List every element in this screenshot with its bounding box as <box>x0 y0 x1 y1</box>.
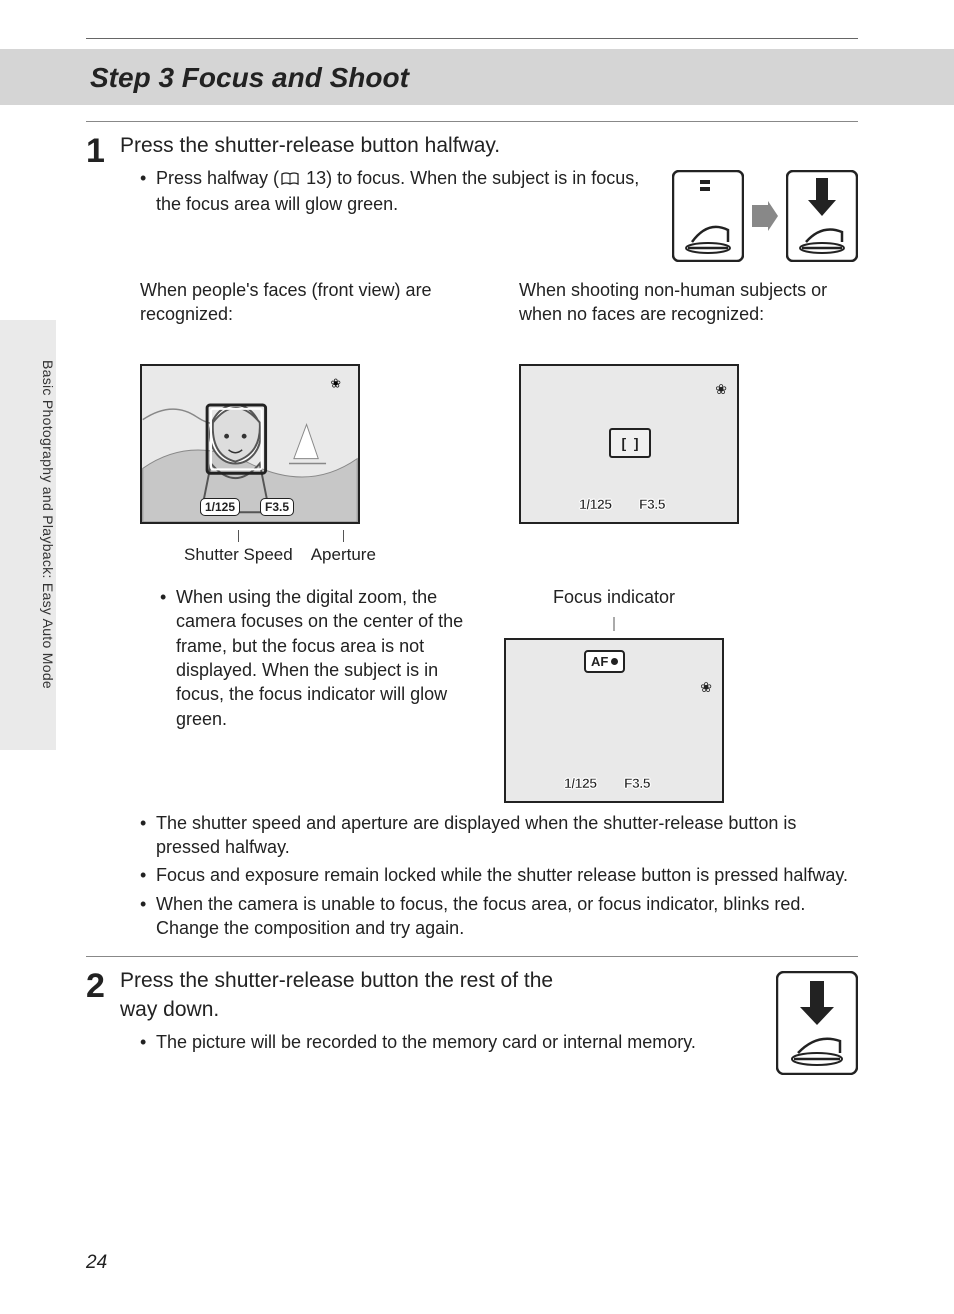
faces-column: When people's faces (front view) are rec… <box>140 278 479 567</box>
step-1-bullet-3: The shutter speed and aperture are displ… <box>140 811 858 860</box>
lcd-faces: ❀ 1/125 F3.5 <box>140 364 360 524</box>
step-1-number: 1 <box>86 132 120 948</box>
lcd-focus-indicator: AF ❀ 1/125 F3.5 <box>504 638 724 803</box>
manual-ref-icon <box>281 168 299 192</box>
step-2: 2 Press the shutter-release button the r… <box>86 967 858 1075</box>
pointer-line-icon <box>609 617 619 631</box>
lcd-nofaces: ❀ [ ] 1/125 F3.5 <box>519 364 739 524</box>
af-text: AF <box>591 653 608 671</box>
page-title: Step 3 Focus and Shoot <box>90 59 858 97</box>
step-1-bullet-zoom: When using the digital zoom, the camera … <box>160 585 480 731</box>
step-2-number: 2 <box>86 967 120 1075</box>
lcd-shutter-c: 1/125 <box>564 774 597 793</box>
label-shutter: Shutter Speed <box>184 545 293 564</box>
lcd-aperture-b: F3.5 <box>639 495 665 514</box>
section-rule-1 <box>86 121 858 122</box>
step-1-bullet-1: Press halfway ( 13) to focus. When the s… <box>140 166 660 217</box>
focus-brackets-icon: [ ] <box>609 428 651 458</box>
label-aperture: Aperture <box>311 545 376 564</box>
half-press-icon <box>672 170 744 262</box>
svg-text:❀: ❀ <box>330 377 341 391</box>
faces-label: When people's faces (front view) are rec… <box>140 278 479 356</box>
bullet1-pre: Press halfway ( <box>156 168 279 188</box>
bullet1-ref: 13 <box>306 168 326 188</box>
lcd-shutter-b: 1/125 <box>579 495 612 514</box>
arrow-right-icon <box>752 201 778 231</box>
title-bar: Step 3 Focus and Shoot <box>0 49 954 105</box>
af-badge-icon: AF <box>584 650 625 674</box>
step-1-bullet-5: When the camera is unable to focus, the … <box>140 892 858 941</box>
focus-indicator-label: Focus indicator <box>504 585 724 609</box>
step-1: 1 Press the shutter-release button halfw… <box>86 132 858 948</box>
press-down-icon <box>786 170 858 262</box>
macro-icon: ❀ <box>715 380 727 399</box>
nofaces-column: When shooting non-human subjects or when… <box>519 278 858 567</box>
lcd-aperture-a: F3.5 <box>260 498 294 516</box>
lcd-shutter-a: 1/125 <box>200 498 240 516</box>
section-rule-2 <box>86 956 858 957</box>
lcd-aperture-c: F3.5 <box>624 774 650 793</box>
full-press-illustration <box>776 971 858 1075</box>
top-rule <box>86 38 858 39</box>
step-2-heading: Press the shutter-release button the res… <box>120 967 580 1024</box>
macro-icon-2: ❀ <box>700 678 712 697</box>
lcd-labels: Shutter Speed Aperture <box>184 530 479 567</box>
page-body: Step 3 Focus and Shoot 1 Press the shutt… <box>0 0 954 1314</box>
step-2-bullet-1: The picture will be recorded to the memo… <box>140 1030 764 1054</box>
face-scene-icon: ❀ <box>142 366 358 522</box>
page-number: 24 <box>86 1250 107 1276</box>
press-halfway-illustration <box>672 170 858 262</box>
step-1-bullet-4: Focus and exposure remain locked while t… <box>140 863 858 887</box>
step-1-heading: Press the shutter-release button halfway… <box>120 132 858 160</box>
full-press-icon <box>776 971 858 1075</box>
nofaces-label: When shooting non-human subjects or when… <box>519 278 858 356</box>
